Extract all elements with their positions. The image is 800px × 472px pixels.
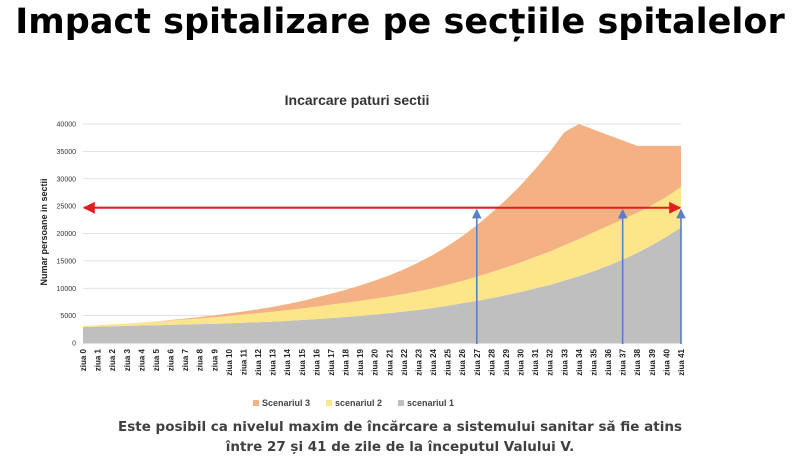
x-tick-label: ziua 27 [473,348,482,375]
x-tick-label: ziua 40 [662,348,671,375]
x-tick-label: ziua 15 [298,348,307,375]
x-tick-label: ziua 33 [560,348,569,375]
x-tick-label: ziua 11 [239,348,248,375]
x-tick-label: ziua 29 [502,348,511,375]
chart-legend: Scenariul 3 scenariul 2 scenariul 1 [253,398,454,408]
x-tick-label: ziua 17 [327,348,336,375]
x-tick-label: ziua 10 [225,348,234,375]
x-tick-label: ziua 18 [342,348,351,375]
stacked-areas [83,124,681,344]
legend-swatch [398,400,404,406]
y-tick-label: 10000 [57,286,77,293]
y-tick-label: 40000 [57,122,77,129]
x-tick-label: ziua 38 [633,348,642,375]
x-tick-label: ziua 37 [619,348,628,375]
x-tick-label: ziua 5 [152,348,161,371]
y-tick-label: 0 [72,341,76,348]
y-tick-label: 5000 [60,313,76,320]
x-tick-label: ziua 34 [575,348,584,375]
slide-title: Impact spitalizare pe secțiile spitalelo… [15,2,785,42]
x-tick-label: ziua 24 [429,348,438,375]
x-tick-label: ziua 7 [181,348,190,371]
x-tick-label: ziua 1 [94,348,103,371]
x-tick-label: ziua 0 [79,348,88,371]
x-tick-label: ziua 31 [531,348,540,375]
x-tick-label: ziua 3 [123,348,132,371]
caption-line-1: Este posibil ca nivelul maxim de încărca… [117,419,682,435]
x-tick-label: ziua 4 [137,348,146,371]
x-tick-label: ziua 23 [414,348,423,375]
y-tick-label: 35000 [57,149,77,156]
x-tick-label: ziua 9 [210,348,219,371]
caption-line-2: între 27 și 41 de zile de la începutul V… [225,439,575,455]
legend-label: scenariul 2 [335,398,382,408]
x-tick-label: ziua 16 [312,348,321,375]
x-tick-label: ziua 13 [269,348,278,375]
x-tick-label: ziua 25 [444,348,453,375]
y-axis-title: Numar persoane in sectii [39,178,49,285]
x-tick-label: ziua 35 [589,348,598,375]
area-scenariul-2 [83,186,681,328]
x-axis-ticks: ziua 0 ziua 1 ziua 2 ziua 3 ziua 4 ziua 5 ziua… [79,348,686,375]
x-tick-label: ziua 28 [487,348,496,375]
y-tick-label: 30000 [57,176,77,183]
y-tick-label: 25000 [57,204,77,211]
x-tick-label: ziua 8 [196,348,205,371]
x-tick-label: ziua 14 [283,348,292,375]
x-tick-label: ziua 21 [385,348,394,375]
x-tick-label: ziua 30 [517,348,526,375]
area-scenariul-1 [83,227,681,343]
y-tick-label: 20000 [57,231,77,238]
x-tick-label: ziua 2 [108,348,117,371]
area-scenariul-3 [83,124,681,327]
x-tick-label: ziua 6 [167,348,176,371]
y-tick-label: 15000 [57,258,77,265]
x-tick-label: ziua 19 [356,348,365,375]
annotations [82,201,686,344]
y-axis-ticks: 0 5000 10000 15000 20000 25000 30000 35000 40000 [57,122,77,348]
x-tick-label: ziua 20 [371,348,380,375]
hospital-load-chart: Incarcare paturi sectii Numar persoane i… [39,92,686,408]
legend-swatch [326,400,332,406]
legend-swatch [253,400,259,406]
legend-label: scenariul 1 [407,398,454,408]
chart-title: Incarcare paturi sectii [285,92,430,108]
x-tick-label: ziua 39 [648,348,657,375]
x-tick-label: ziua 32 [546,348,555,375]
legend-label: Scenariul 3 [262,398,310,408]
x-tick-label: ziua 36 [604,348,613,375]
x-tick-label: ziua 12 [254,348,263,375]
x-tick-label: ziua 26 [458,348,467,375]
x-tick-label: ziua 22 [400,348,409,375]
x-tick-label: ziua 41 [677,348,686,375]
